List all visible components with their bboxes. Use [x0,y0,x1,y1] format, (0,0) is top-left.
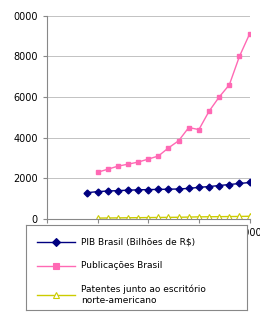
Text: Publicações Brasil: Publicações Brasil [81,261,162,270]
Text: Patentes junto ao escritório
norte-americano: Patentes junto ao escritório norte-ameri… [81,285,206,305]
X-axis label: Ano: Ano [138,244,159,254]
Text: PIB Brasil (Bilhões de R$): PIB Brasil (Bilhões de R$) [81,238,195,247]
